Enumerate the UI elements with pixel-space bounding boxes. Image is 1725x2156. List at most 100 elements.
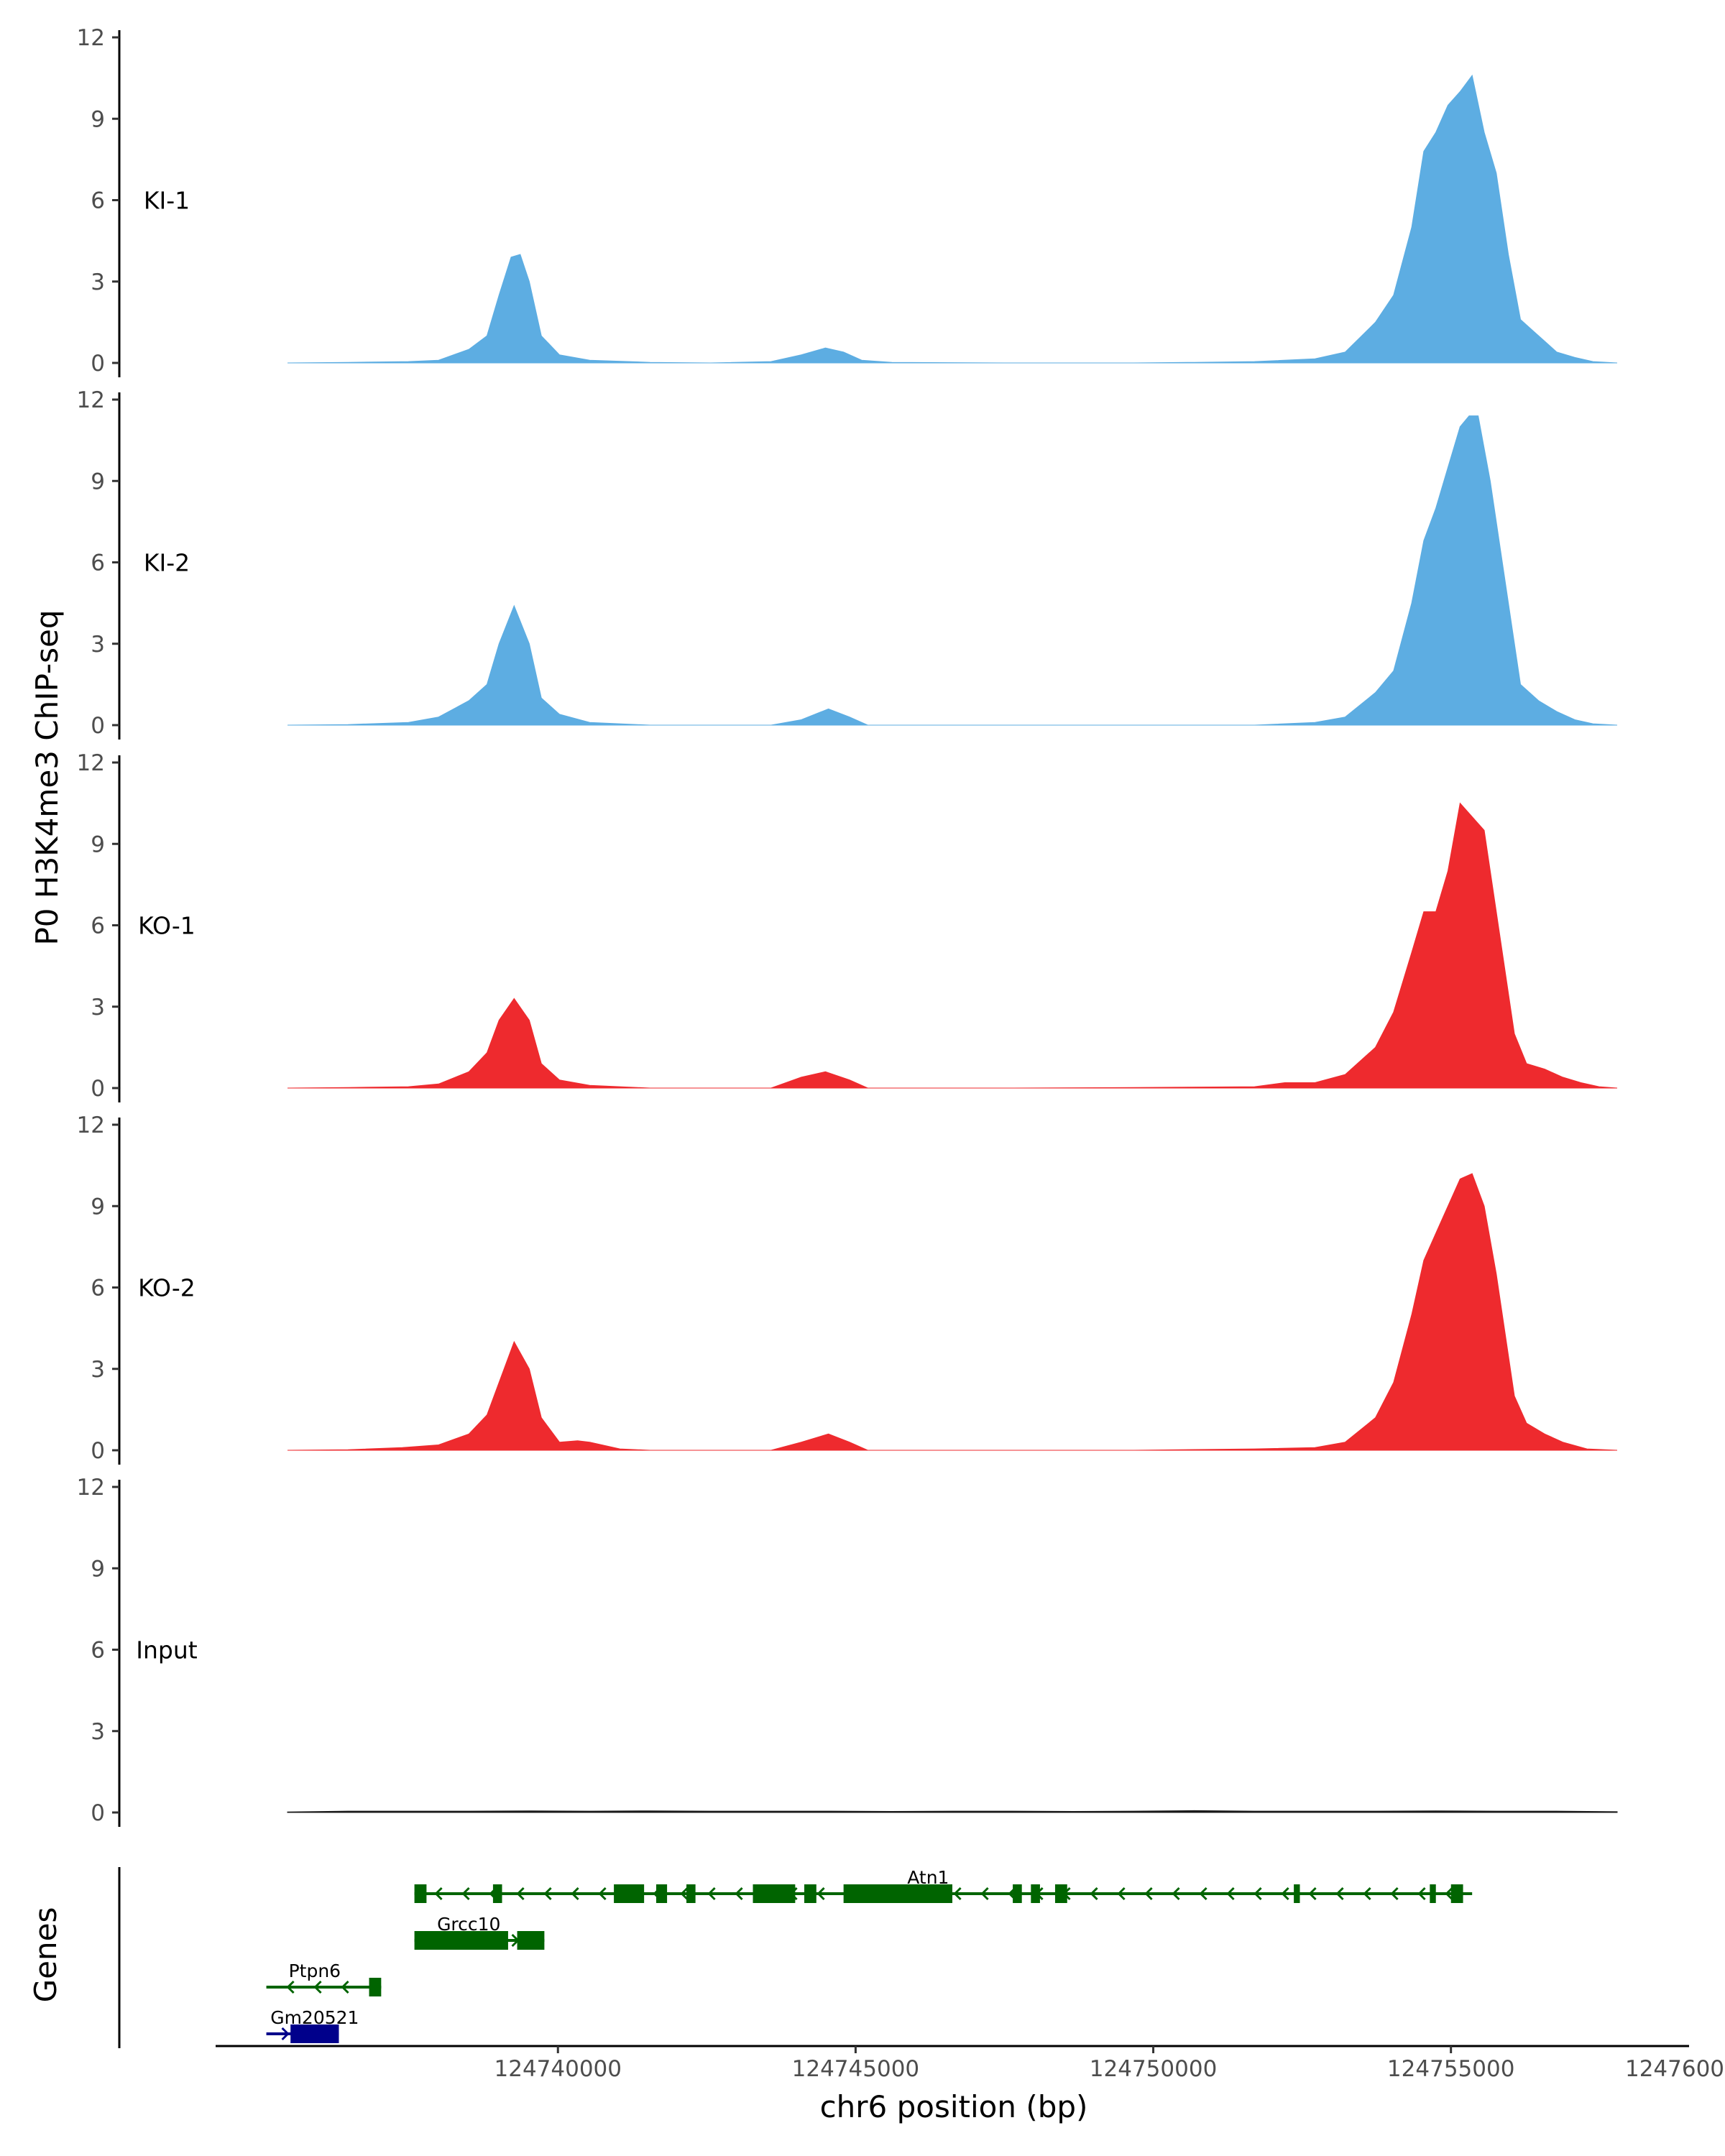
y-tick-label: 0: [91, 713, 105, 739]
strand-arrow: [1199, 1886, 1208, 1901]
strand-arrow: [680, 1886, 689, 1901]
strand-arrow: [816, 1886, 825, 1901]
strand-arrow: [281, 2027, 290, 2041]
gene-label: Ptpn6: [289, 1961, 341, 1981]
track-panel-ko-2: 0 3 6 9 12 KO-2: [77, 1112, 1618, 1465]
y-tick-label: 9: [91, 106, 105, 132]
strand-arrow: [1172, 1886, 1180, 1901]
y-tick-label: 12: [77, 387, 105, 413]
strand-arrow: [1445, 1886, 1453, 1901]
gene-label: Grcc10: [437, 1914, 500, 1935]
y-tick-label: 9: [91, 1194, 105, 1220]
strand-arrow: [1254, 1886, 1262, 1901]
y-tick-label: 6: [91, 913, 105, 939]
gene-exon: [1294, 1884, 1300, 1903]
y-tick-label: 6: [91, 550, 105, 576]
y-tick-label: 3: [91, 995, 105, 1021]
gene-exon: [1054, 1884, 1067, 1903]
gene-exon: [290, 2024, 339, 2043]
y-tick-label: 9: [91, 1556, 105, 1582]
gene-label: Atn1: [907, 1867, 949, 1888]
strand-arrow: [1226, 1886, 1235, 1901]
y-tick-label: 0: [91, 351, 105, 377]
y-tick-label: 6: [91, 188, 105, 214]
signal-area: [287, 74, 1618, 364]
track-panel-ko-1: 0 3 6 9 12 KO-1: [77, 750, 1618, 1102]
gene-exon: [1450, 1884, 1463, 1903]
strand-arrow: [1281, 1886, 1289, 1901]
gene-gm20521: Gm20521: [266, 2007, 359, 2043]
gene-exon: [614, 1884, 645, 1903]
strand-arrow: [1308, 1886, 1317, 1901]
y-tick-label: 9: [91, 831, 105, 857]
y-tick-label: 12: [77, 1112, 105, 1138]
y-tick-label: 12: [77, 750, 105, 776]
gene-grcc10: Grcc10: [414, 1914, 545, 1950]
strand-arrow: [1417, 1886, 1426, 1901]
x-axis-title: chr6 position (bp): [820, 2089, 1088, 2124]
y-tick-label: 12: [77, 1475, 105, 1501]
genes-axis-title: Genes: [28, 1907, 63, 2003]
track-label: Input: [136, 1636, 198, 1664]
x-tick-label: 1247600: [1625, 2056, 1724, 2082]
gene-exon: [1430, 1884, 1436, 1903]
gene-exon: [1031, 1884, 1040, 1903]
track-label: KI-2: [144, 549, 190, 577]
x-tick-label: 124755000: [1387, 2056, 1515, 2082]
strand-arrow: [1335, 1886, 1344, 1901]
gene-exon: [686, 1884, 696, 1903]
signal-area: [287, 415, 1618, 726]
gene-exon: [414, 1931, 508, 1950]
strand-arrow: [735, 1886, 743, 1901]
gene-exon: [414, 1884, 427, 1903]
strand-arrow: [1363, 1886, 1371, 1901]
signal-area: [287, 1173, 1618, 1451]
gene-exon: [1013, 1884, 1022, 1903]
gene-exon: [492, 1884, 502, 1903]
y-tick-label: 3: [91, 1357, 105, 1383]
track-label: KO-2: [138, 1274, 196, 1302]
y-tick-label: 0: [91, 1438, 105, 1464]
y-tick-label: 0: [91, 1800, 105, 1826]
gene-exon: [656, 1884, 668, 1903]
strand-arrow: [980, 1886, 989, 1901]
gene-track: Atn1 Grcc10 Ptpn6 Gm20521: [118, 1867, 1473, 2048]
gene-exon: [369, 1978, 382, 1996]
signal-area: [287, 802, 1618, 1089]
track-label: KO-1: [138, 912, 196, 940]
strand-arrow: [461, 1886, 470, 1901]
track-label: KI-1: [144, 187, 190, 215]
strand-arrow: [1390, 1886, 1399, 1901]
y-tick-label: 12: [77, 25, 105, 51]
gene-label: Gm20521: [270, 2007, 359, 2028]
gene-atn1: Atn1: [414, 1867, 1473, 1903]
track-panel-input: 0 3 6 9 12 Input: [77, 1475, 1618, 1827]
strand-arrow: [1144, 1886, 1153, 1901]
x-tick-label: 124745000: [792, 2056, 920, 2082]
y-tick-label: 0: [91, 1076, 105, 1102]
y-tick-label: 3: [91, 270, 105, 295]
x-tick-label: 124740000: [494, 2056, 622, 2082]
y-axis-title: P0 H3K4me3 ChIP-seq: [29, 609, 65, 945]
strand-arrow: [1090, 1886, 1098, 1901]
strand-arrow: [571, 1886, 579, 1901]
x-tick-label: 124750000: [1090, 2056, 1218, 2082]
strand-arrow: [286, 1980, 295, 1994]
track-panel-ki-2: 0 3 6 9 12 KI-2: [77, 387, 1618, 740]
x-axis: 124740000 124745000 124750000 124755000 1247…: [216, 2045, 1724, 2082]
strand-arrow: [341, 1980, 349, 1994]
gene-exon: [804, 1884, 816, 1903]
gene-exon: [517, 1931, 545, 1950]
y-tick-label: 6: [91, 1638, 105, 1664]
strand-arrow: [598, 1886, 607, 1901]
signal-area: [287, 1810, 1618, 1813]
strand-arrow: [543, 1886, 552, 1901]
track-panel-ki-1: 0 3 6 9 12 KI-1: [77, 25, 1618, 377]
strand-arrow: [707, 1886, 716, 1901]
gene-exon: [753, 1884, 796, 1903]
strand-arrow: [313, 1980, 322, 1994]
strand-arrow: [434, 1886, 443, 1901]
gene-ptpn6: Ptpn6: [266, 1961, 382, 1996]
y-tick-label: 3: [91, 632, 105, 658]
